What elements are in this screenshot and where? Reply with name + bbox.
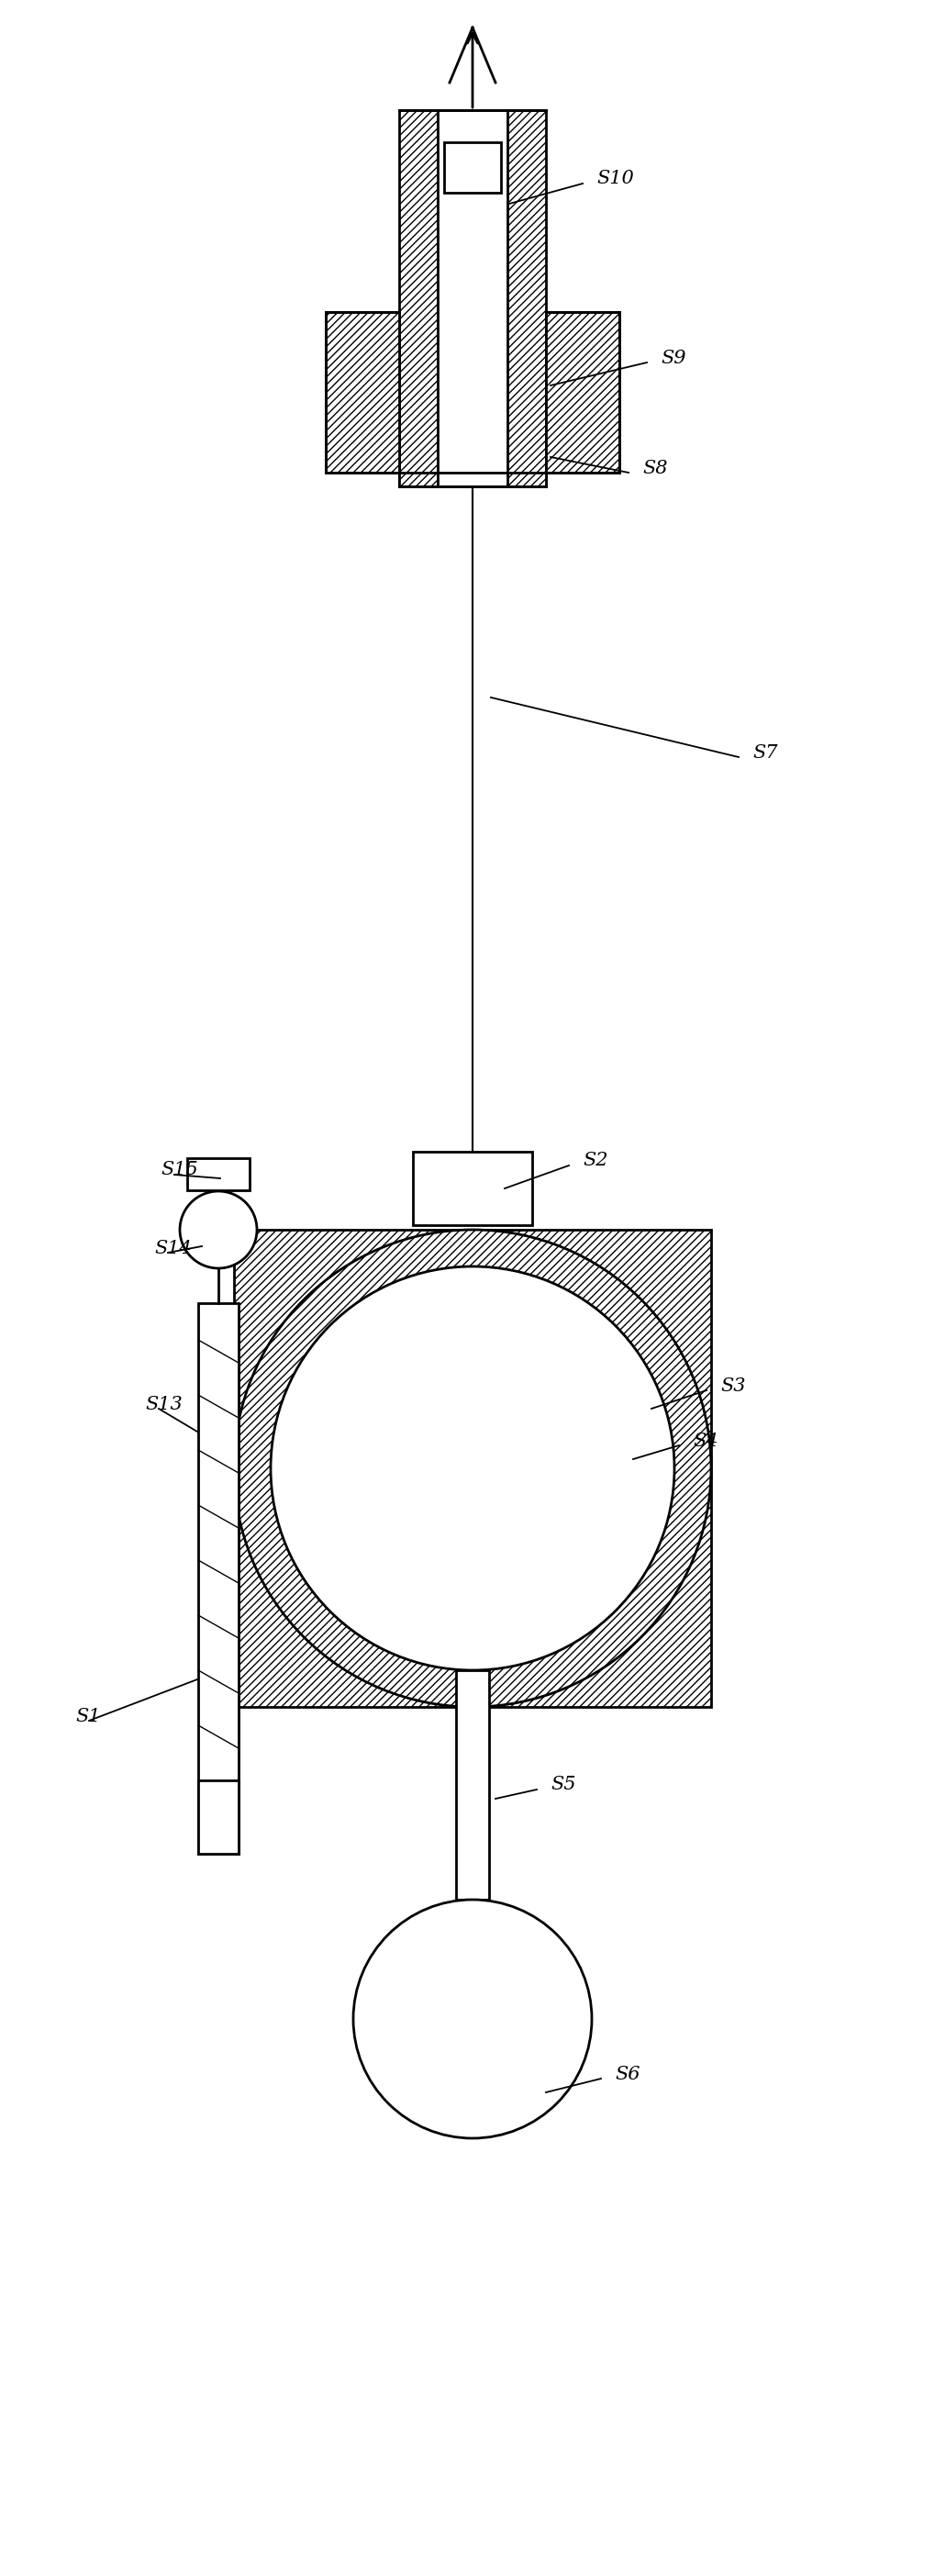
Text: S4: S4: [692, 1432, 718, 1450]
Text: S2: S2: [583, 1151, 608, 1170]
Bar: [456, 1669, 489, 1899]
Bar: [234, 1229, 711, 1708]
Text: S3: S3: [720, 1378, 745, 1394]
Text: S1: S1: [76, 1708, 100, 1726]
Bar: [199, 1780, 238, 1855]
Bar: [412, 1151, 533, 1226]
Bar: [546, 312, 620, 471]
Circle shape: [353, 1899, 592, 2138]
Bar: [199, 1303, 238, 1855]
Circle shape: [271, 1267, 674, 1669]
Bar: [399, 471, 438, 487]
Text: S15: S15: [161, 1162, 198, 1180]
Text: S6: S6: [615, 2066, 640, 2084]
Text: S8: S8: [642, 459, 668, 477]
Bar: [438, 111, 507, 487]
Text: S5: S5: [551, 1777, 576, 1793]
Bar: [444, 142, 501, 193]
Text: S10: S10: [596, 170, 634, 188]
Bar: [187, 1159, 250, 1190]
Text: S13: S13: [145, 1396, 183, 1412]
Bar: [399, 111, 438, 487]
Text: S7: S7: [752, 744, 778, 762]
Text: S14: S14: [154, 1239, 191, 1257]
Text: S9: S9: [660, 350, 686, 366]
Bar: [325, 312, 399, 471]
Bar: [507, 471, 546, 487]
Bar: [507, 111, 546, 487]
Bar: [438, 471, 507, 487]
Circle shape: [234, 1229, 711, 1708]
Circle shape: [180, 1190, 257, 1267]
